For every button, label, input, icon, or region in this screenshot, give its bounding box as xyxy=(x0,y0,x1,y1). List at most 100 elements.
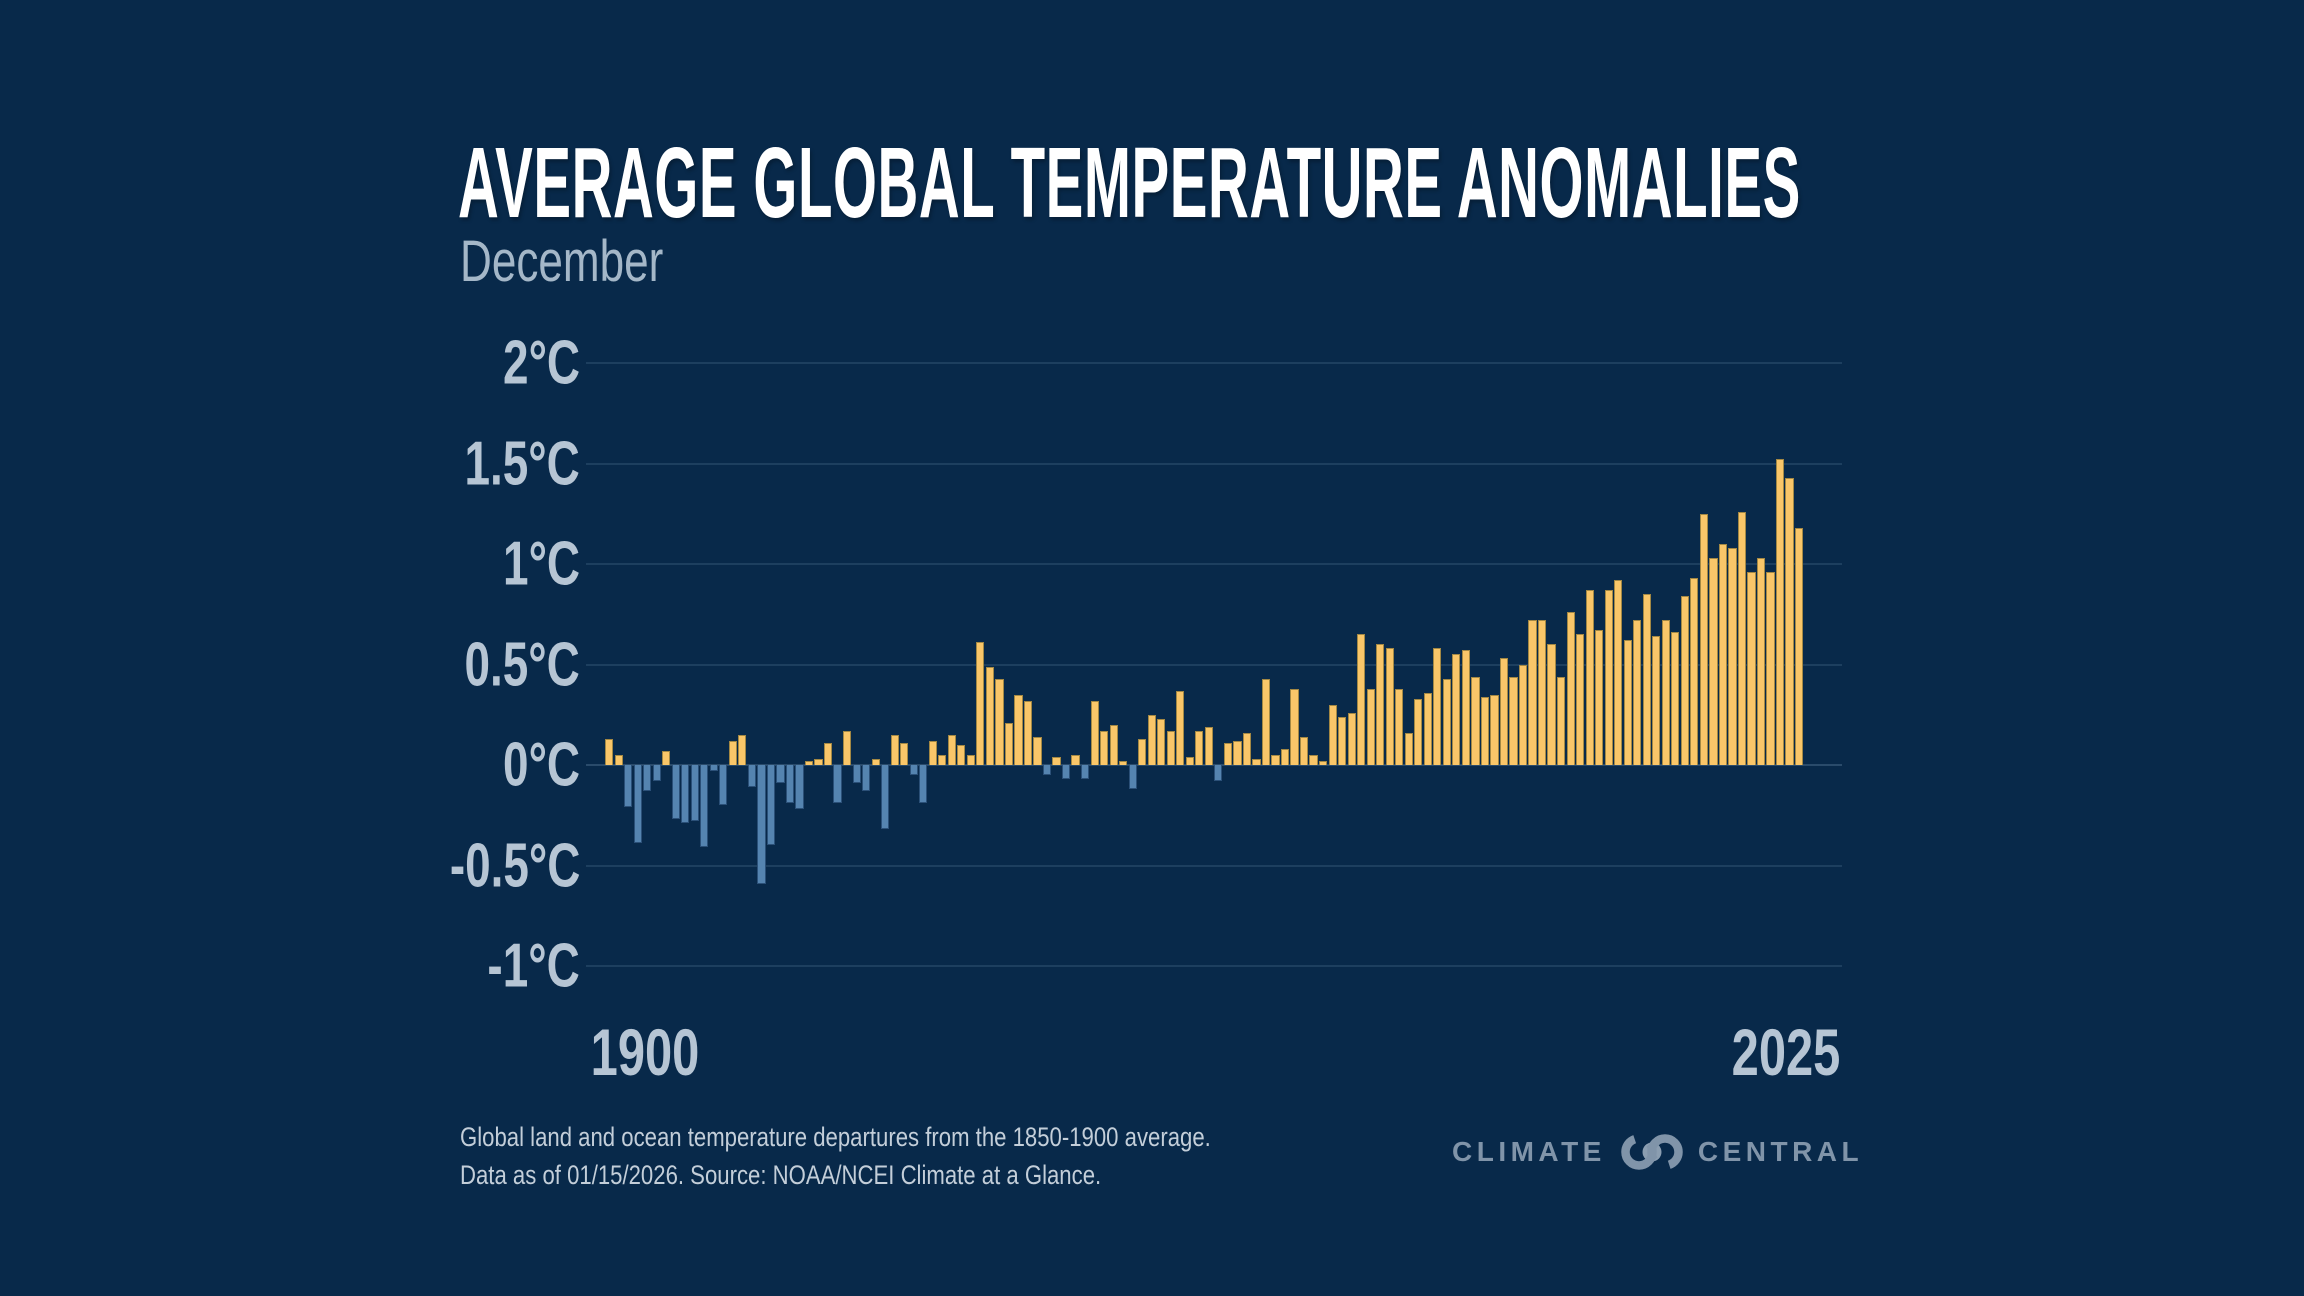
bar-1907 xyxy=(671,765,680,820)
source-note-line2: Data as of 01/15/2026. Source: NOAA/NCEI… xyxy=(460,1160,1102,1190)
bar-1994 xyxy=(1499,658,1509,765)
x-tick-label-end: 2025 xyxy=(1731,1015,1841,1089)
bar-1964 xyxy=(1214,765,1223,782)
gridline-0.5°C xyxy=(586,663,1842,666)
bar-1976 xyxy=(1328,704,1337,765)
bar-1901 xyxy=(614,754,623,765)
bar-1972 xyxy=(1290,688,1299,765)
bar-1952 xyxy=(1100,730,1109,765)
bar-1988 xyxy=(1442,678,1451,765)
bar-1996 xyxy=(1518,664,1528,765)
bar-1969 xyxy=(1261,678,1271,765)
bar-2001 xyxy=(1566,612,1575,765)
chart-subtitle-month: December xyxy=(460,229,664,294)
bar-1915 xyxy=(747,765,756,788)
bar-1946 xyxy=(1042,765,1052,776)
bar-2002 xyxy=(1576,634,1585,765)
bar-1928 xyxy=(871,758,880,765)
bar-1936 xyxy=(947,734,956,765)
bar-1997 xyxy=(1528,620,1537,765)
bar-2024 xyxy=(1785,477,1794,765)
bar-1903 xyxy=(633,765,642,844)
bar-1983 xyxy=(1395,688,1404,765)
bar-2011 xyxy=(1661,620,1670,765)
bar-1926 xyxy=(852,765,861,784)
bar-1993 xyxy=(1490,694,1499,765)
bar-2006 xyxy=(1614,580,1623,765)
bar-1909 xyxy=(690,765,699,822)
bar-1957 xyxy=(1147,714,1156,765)
bar-2015 xyxy=(1699,513,1708,765)
bar-1966 xyxy=(1233,740,1242,765)
bar-1989 xyxy=(1452,654,1461,765)
bar-1924 xyxy=(833,765,842,804)
bar-1900 xyxy=(605,738,614,765)
y-tick-label-1°C: 1°C xyxy=(502,529,580,599)
page-title: AVERAGE GLOBAL TEMPERATURE ANOMALIES xyxy=(458,127,1801,239)
gridline-1°C xyxy=(586,563,1842,565)
source-note: Global land and ocean temperature depart… xyxy=(460,1118,1211,1194)
bar-2023 xyxy=(1775,459,1785,765)
logo-word-climate: CLIMATE xyxy=(1452,1136,1606,1167)
gridline-0°C xyxy=(586,764,1842,766)
y-tick-label-0°C: 0°C xyxy=(502,730,580,800)
bar-1984 xyxy=(1404,732,1413,765)
bar-1937 xyxy=(957,744,966,765)
bar-1906 xyxy=(662,750,671,765)
y-tick-label-2°C: 2°C xyxy=(502,328,580,398)
bar-1942 xyxy=(1004,722,1014,765)
bar-1977 xyxy=(1338,716,1347,765)
bar-1934 xyxy=(928,740,937,765)
bar-1947 xyxy=(1052,756,1061,765)
bar-1913 xyxy=(728,740,737,765)
y-tick-label-0.5°C: 0.5°C xyxy=(464,630,580,699)
bar-1955 xyxy=(1128,765,1137,790)
bar-1971 xyxy=(1280,748,1290,765)
bar-1918 xyxy=(776,765,785,784)
bar-1967 xyxy=(1242,732,1252,765)
bar-1911 xyxy=(709,765,718,772)
bar-1970 xyxy=(1271,754,1280,765)
bar-1949 xyxy=(1071,754,1080,765)
bar-1908 xyxy=(681,765,690,824)
bar-1968 xyxy=(1252,758,1261,765)
bar-1998 xyxy=(1537,620,1547,765)
bar-1982 xyxy=(1385,648,1394,765)
bar-1904 xyxy=(643,765,652,792)
bar-1927 xyxy=(862,765,871,792)
bar-1995 xyxy=(1509,676,1518,765)
bar-1910 xyxy=(700,765,709,848)
bar-1979 xyxy=(1357,634,1366,765)
bar-2017 xyxy=(1718,543,1728,765)
bar-1948 xyxy=(1061,765,1071,780)
bar-1985 xyxy=(1414,698,1423,765)
bar-1914 xyxy=(738,734,747,765)
bar-1963 xyxy=(1204,726,1213,765)
bar-1986 xyxy=(1423,692,1432,765)
bar-1975 xyxy=(1319,760,1328,765)
bar-1973 xyxy=(1299,736,1309,765)
bar-1902 xyxy=(624,765,633,808)
bar-1922 xyxy=(814,758,823,765)
bar-1935 xyxy=(938,754,947,765)
bar-2016 xyxy=(1709,557,1718,765)
y-tick-label--0.5°C: -0.5°C xyxy=(449,831,580,900)
bar-2003 xyxy=(1585,590,1594,765)
bar-1999 xyxy=(1547,644,1556,765)
bar-1945 xyxy=(1033,736,1042,765)
bar-1912 xyxy=(719,765,728,806)
bar-1962 xyxy=(1195,730,1204,765)
bar-2009 xyxy=(1642,594,1651,765)
bar-1951 xyxy=(1090,700,1099,765)
y-tick-label-1.5°C: 1.5°C xyxy=(464,429,580,498)
bar-1944 xyxy=(1023,700,1033,765)
bar-1980 xyxy=(1366,688,1375,765)
bar-1940 xyxy=(985,666,994,765)
bar-2025 xyxy=(1795,527,1804,765)
bar-1941 xyxy=(995,678,1004,765)
bar-1939 xyxy=(976,642,985,765)
climate-central-logo: CLIMATE CENTRAL xyxy=(1452,1128,1863,1176)
bar-1905 xyxy=(652,765,661,782)
